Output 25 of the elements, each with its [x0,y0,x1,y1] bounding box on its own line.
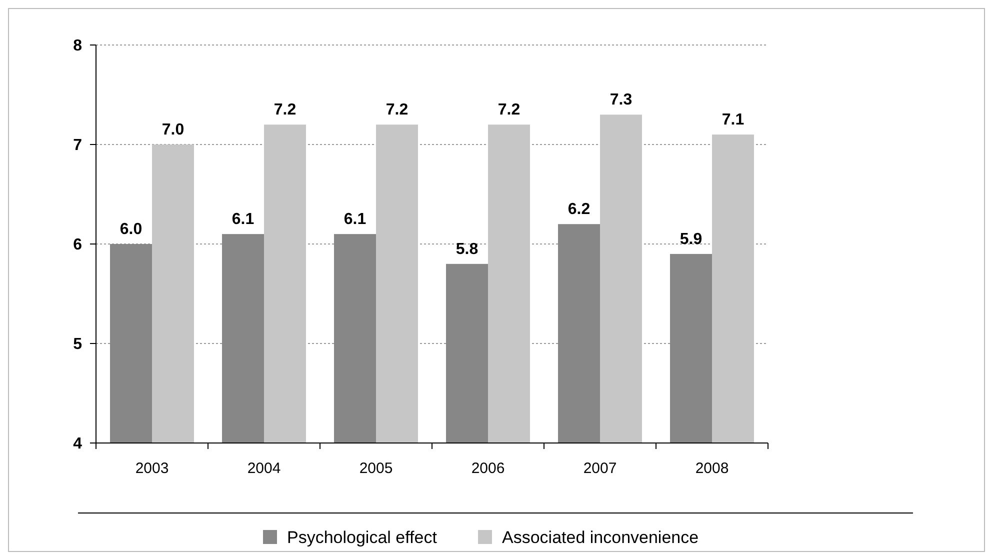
x-tick-label: 2003 [135,460,169,477]
x-tick-label: 2006 [471,460,505,477]
data-label: 6.1 [344,211,366,228]
legend-label: Associated inconvenience [502,528,699,547]
y-tick-label: 7 [73,137,82,154]
data-label: 6.2 [568,201,590,218]
data-label: 6.1 [232,211,254,228]
x-tick-label: 2004 [247,460,281,477]
legend-label: Psychological effect [287,528,438,547]
x-tick-label: 2005 [359,460,393,477]
data-label: 5.8 [456,240,478,258]
data-label: 7.0 [162,122,184,138]
data-label: 5.9 [680,230,702,248]
x-tick-label: 2008 [695,460,729,477]
data-label: 7.2 [498,102,520,119]
data-label: 7.1 [722,112,744,129]
y-tick-label: 4 [73,436,82,453]
data-label: 7.3 [610,92,632,109]
y-tick-label: 5 [73,336,82,354]
y-tick-label: 8 [73,38,82,55]
data-label: 6.0 [120,221,142,238]
y-tick-label: 6 [73,236,82,254]
x-tick-label: 2007 [583,460,617,477]
data-label: 7.2 [274,102,296,119]
data-label: 7.2 [386,102,408,119]
